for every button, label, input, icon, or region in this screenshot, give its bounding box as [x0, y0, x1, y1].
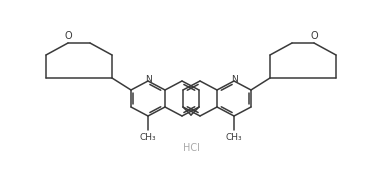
Text: O: O [64, 31, 72, 41]
Text: N: N [231, 76, 237, 84]
Text: HCl: HCl [183, 143, 200, 153]
Text: CH₃: CH₃ [140, 134, 156, 142]
Text: CH₃: CH₃ [226, 134, 242, 142]
Text: N: N [145, 76, 151, 84]
Text: O: O [310, 31, 318, 41]
